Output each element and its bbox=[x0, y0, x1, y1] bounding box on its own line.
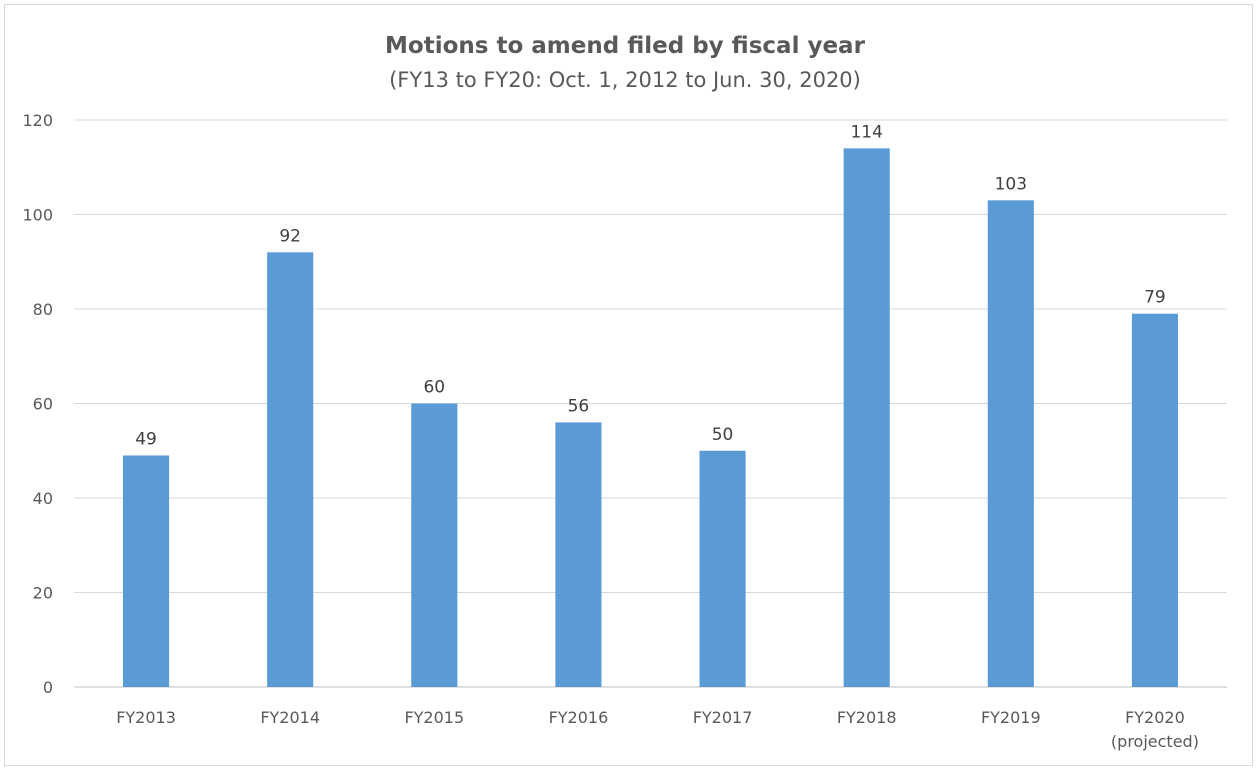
x-tick-label: FY2018 bbox=[837, 708, 897, 727]
data-label: 79 bbox=[1144, 288, 1166, 308]
bar bbox=[555, 422, 602, 687]
x-tick-label: FY2014 bbox=[260, 708, 320, 727]
y-tick-label: 0 bbox=[43, 678, 53, 697]
bars bbox=[123, 148, 1178, 688]
data-labels: 49 92 60 56 50 114 103 79 bbox=[135, 122, 1166, 449]
bar bbox=[843, 148, 890, 688]
x-axis-ticks: FY2013 FY2014 FY2015 FY2016 FY2017 FY2018 FY20… bbox=[116, 708, 1199, 751]
x-tick-label: FY2020 bbox=[1125, 708, 1185, 727]
y-tick-label: 40 bbox=[33, 489, 53, 508]
x-tick-label: FY2013 bbox=[116, 708, 176, 727]
data-label: 49 bbox=[135, 429, 157, 449]
bar bbox=[1131, 313, 1178, 687]
x-tick-sublabel: (projected) bbox=[1111, 732, 1199, 751]
y-tick-label: 60 bbox=[33, 395, 53, 414]
y-axis-ticks: 0 20 40 60 80 100 120 bbox=[22, 111, 53, 697]
bar bbox=[123, 455, 170, 687]
data-label: 60 bbox=[423, 378, 445, 398]
x-tick-label: FY2017 bbox=[693, 708, 753, 727]
chart-subtitle: (FY13 to FY20: Oct. 1, 2012 to Jun. 30, … bbox=[389, 68, 861, 92]
y-tick-label: 120 bbox=[22, 111, 53, 130]
gridlines bbox=[74, 119, 1227, 688]
bar bbox=[411, 403, 458, 687]
x-tick-label: FY2015 bbox=[404, 708, 464, 727]
x-tick-label: FY2016 bbox=[549, 708, 609, 727]
y-tick-label: 100 bbox=[22, 206, 53, 225]
data-label: 114 bbox=[850, 122, 882, 142]
data-label: 56 bbox=[568, 396, 590, 416]
y-tick-label: 20 bbox=[33, 584, 53, 603]
bar-chart: Motions to amend filed by fiscal year (F… bbox=[22, 33, 1227, 751]
chart-title: Motions to amend filed by fiscal year bbox=[385, 33, 866, 59]
bar bbox=[267, 252, 314, 688]
data-label: 50 bbox=[712, 425, 734, 445]
y-tick-label: 80 bbox=[33, 300, 53, 319]
x-tick-label: FY2019 bbox=[981, 708, 1041, 727]
data-label: 103 bbox=[995, 174, 1027, 194]
bar bbox=[699, 450, 746, 687]
bar bbox=[987, 200, 1034, 687]
data-label: 92 bbox=[279, 226, 301, 246]
chart-frame: Motions to amend filed by fiscal year (F… bbox=[4, 4, 1253, 766]
